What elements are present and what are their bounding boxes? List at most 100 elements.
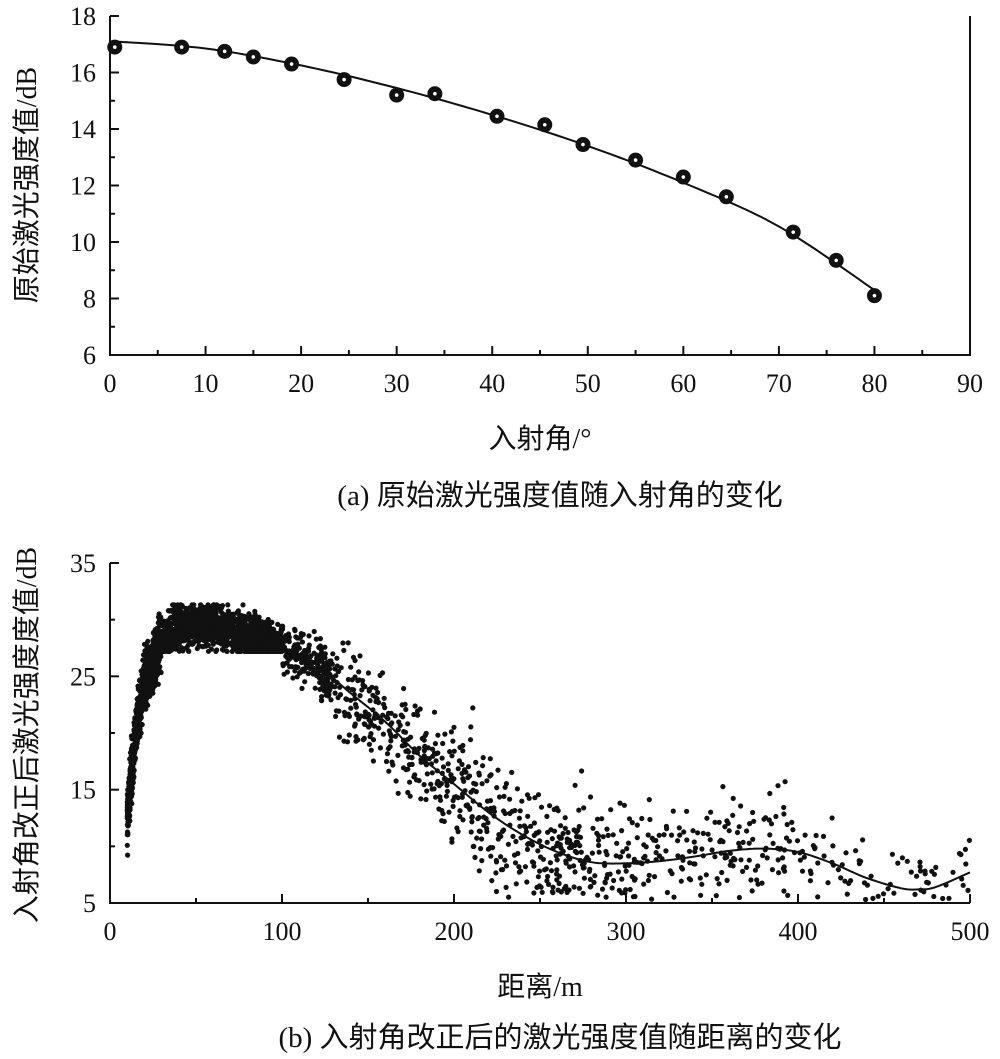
chart-b-data-point [535, 874, 542, 880]
chart-b-data-point [681, 829, 687, 835]
chart-b-data-point [194, 614, 200, 621]
chart-b-data-point [433, 758, 439, 764]
chart-b-data-point [581, 805, 587, 811]
chart-b-data-point [352, 657, 358, 664]
chart-a-data-point [245, 49, 261, 65]
chart-b-data-point [576, 823, 582, 830]
chart-b-data-point [380, 731, 386, 737]
chart-b-data-point [656, 832, 662, 838]
chart-b-data-point [305, 670, 311, 677]
chart-b-data-point [634, 822, 640, 828]
chart-b-data-point [717, 839, 723, 845]
chart-b-data-point [544, 839, 550, 845]
chart-b-data-point [738, 857, 744, 863]
chart-b-data-point [621, 802, 628, 808]
chart-b-data-point [332, 684, 338, 690]
chart-b-data-point [776, 870, 782, 876]
chart-b-data-point [460, 817, 466, 823]
chart-b-data-point [428, 781, 434, 787]
chart-b-data-point [670, 808, 676, 814]
chart-b-data-point [421, 748, 427, 754]
chart-b-data-point [259, 619, 265, 625]
chart-b-data-point [625, 840, 632, 846]
chart-b-data-point [768, 821, 775, 827]
chart-b-data-point [283, 653, 289, 659]
chart-b-data-point [684, 808, 690, 814]
chart-a-x-tick-label: 60 [670, 369, 696, 398]
chart-b-points-layer [124, 602, 973, 903]
chart-b-data-point [487, 773, 493, 779]
chart-b-data-point [565, 829, 571, 836]
chart-b-data-point [476, 868, 482, 874]
chart-b-data-point [736, 824, 742, 830]
chart-b-data-point [775, 783, 781, 789]
chart-b-data-point [401, 729, 407, 735]
chart-b-data-point [619, 876, 625, 882]
chart-b-data-point [174, 605, 180, 611]
chart-b-data-point [435, 732, 441, 738]
chart-b-data-point [922, 871, 928, 877]
chart-b-data-point [386, 768, 392, 774]
chart-b-data-point [547, 803, 553, 809]
chart-b-data-point [500, 866, 506, 873]
chart-b-data-point [374, 696, 380, 702]
chart-b-data-point [579, 768, 585, 774]
chart-b-data-point [206, 629, 212, 635]
chart-a-x-tick-label: 20 [288, 369, 314, 398]
chart-b-data-point [534, 884, 540, 891]
chart-b-x-tick-label: 500 [951, 917, 990, 946]
chart-b-data-point [548, 868, 555, 874]
chart-b-data-point [352, 674, 358, 680]
chart-b-data-point [740, 839, 746, 846]
chart-b-data-point [917, 868, 924, 874]
chart-b-data-point [378, 719, 384, 725]
chart-b-data-point [355, 677, 361, 684]
chart-b-data-point [775, 857, 781, 863]
chart-b-data-point [157, 621, 163, 627]
chart-a-data-point [675, 169, 691, 185]
chart-b-data-point [594, 830, 600, 836]
chart-b-data-point [389, 759, 395, 765]
chart-b-data-point [716, 819, 722, 825]
chart-b-data-point [325, 693, 331, 699]
chart-b-data-point [634, 835, 640, 841]
chart-b-data-point [535, 848, 541, 854]
chart-b-data-point [761, 816, 767, 822]
chart-b-data-point [332, 666, 338, 672]
chart-b-data-point [459, 761, 465, 768]
chart-b-data-point [449, 753, 455, 759]
chart-a-data-point [575, 137, 591, 153]
chart-b-data-point [555, 887, 561, 893]
chart-b-data-point [336, 734, 343, 740]
chart-b-data-point [403, 706, 409, 713]
chart-b-data-point [209, 609, 215, 616]
chart-b-data-point [567, 837, 573, 844]
chart-b-data-point [200, 633, 206, 640]
chart-b-data-point [334, 655, 340, 661]
chart-b-data-point [177, 602, 183, 608]
chart-b-data-point [501, 793, 507, 800]
chart-b-data-point [451, 724, 457, 730]
chart-b-data-point [405, 721, 411, 727]
chart-b-data-point [293, 655, 299, 661]
chart-b-data-point [165, 608, 171, 614]
chart-b-data-point [343, 696, 349, 702]
chart-b-x-tick-label: 300 [607, 917, 646, 946]
chart-b-data-point [531, 820, 538, 826]
chart-b-data-point [191, 638, 198, 644]
chart-b-data-point [423, 730, 429, 737]
chart-b-data-point [375, 689, 381, 696]
chart-b-data-point [238, 618, 245, 624]
chart-b-data-point [538, 884, 544, 890]
chart-b-data-point [543, 866, 549, 872]
chart-b-data-point [899, 855, 906, 861]
chart-b-data-point [185, 648, 191, 654]
chart-b-data-point [617, 800, 623, 806]
chart-b-data-point [566, 887, 572, 893]
chart-b-x-tick-label: 100 [263, 917, 302, 946]
chart-b-data-point [287, 664, 293, 670]
chart-b-data-point [503, 884, 509, 891]
chart-b-data-point [322, 655, 328, 661]
chart-b-data-point [155, 636, 161, 642]
chart-b-fit-layer [126, 622, 971, 891]
